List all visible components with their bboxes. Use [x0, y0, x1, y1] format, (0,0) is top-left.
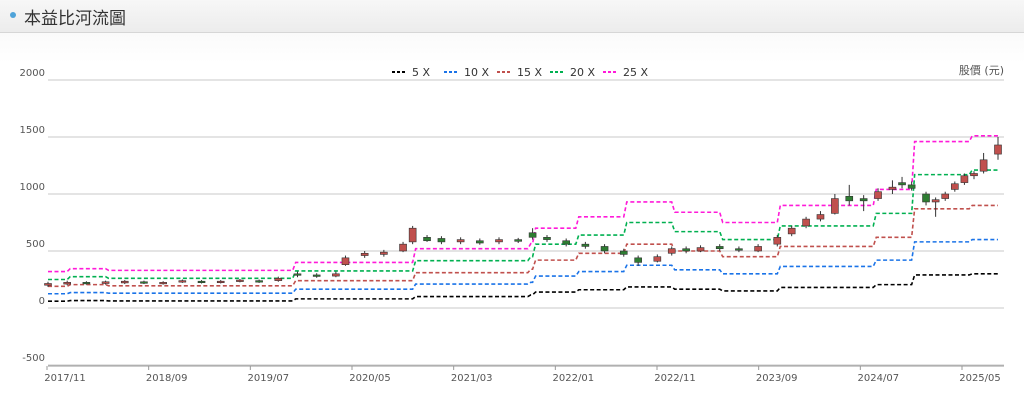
x-tick-label: 2019/07 — [248, 373, 290, 384]
candle-body — [159, 282, 167, 285]
candle-body — [216, 280, 225, 284]
candle-body — [476, 240, 484, 244]
candle-body — [787, 227, 796, 235]
candle-body — [274, 278, 283, 281]
candle-body — [495, 239, 503, 243]
x-tick-label: 2022/01 — [553, 373, 595, 384]
candle-body — [888, 186, 897, 190]
y-tick-label: 1000 — [20, 182, 45, 193]
candle-body — [859, 198, 868, 202]
y-axis-ticks: -500 0 500 1000 1500 2000 — [20, 68, 45, 364]
page-title: 本益比河流圖 — [24, 9, 126, 29]
x-tick-label: 2021/03 — [451, 373, 493, 384]
candle-body — [600, 246, 609, 252]
candle-body — [715, 246, 724, 250]
legend: 5 X 10 X 15 X 20 X 25 X — [392, 66, 648, 79]
bullet-icon — [10, 12, 16, 18]
candle-body — [735, 248, 743, 251]
candle-body — [898, 182, 906, 186]
candle-body — [634, 257, 642, 263]
candle-body — [197, 280, 206, 284]
band-line-25x — [48, 135, 998, 273]
candle-body — [831, 198, 839, 214]
legend-label: 20 X — [570, 66, 595, 79]
candle-body — [44, 283, 52, 286]
candle-body — [960, 175, 969, 183]
candle-body — [236, 279, 244, 282]
candle-body — [754, 246, 762, 252]
candle-body — [312, 274, 321, 277]
candle-body — [380, 251, 388, 255]
x-tick-label: 2022/11 — [654, 373, 696, 384]
candle-body — [696, 247, 705, 252]
candle-body — [653, 256, 662, 262]
candle-body — [845, 195, 854, 202]
candle-body — [816, 214, 825, 220]
candle-body — [874, 191, 882, 199]
candle-body — [120, 280, 129, 284]
candle-body — [140, 281, 148, 284]
pe-river-chart: -500 0 500 1000 1500 2000 2017/11 2018/09 2019/… — [20, 63, 1004, 384]
candle-body — [437, 238, 446, 243]
x-tick-label: 2025/05 — [959, 373, 1001, 384]
candle-body — [528, 232, 537, 238]
band-line-15x — [48, 204, 998, 288]
y-tick-label: 2000 — [20, 68, 45, 79]
grid-lines — [48, 79, 1004, 367]
candle-body — [941, 193, 950, 199]
candle-body — [178, 280, 187, 283]
candle-body — [682, 248, 690, 252]
candle-body — [332, 273, 340, 277]
candle-body — [514, 239, 523, 242]
candle-body — [931, 199, 940, 203]
chart-panel: -500 0 500 1000 1500 2000 2017/11 2018/09 2019/… — [0, 33, 1024, 409]
candle-body — [562, 240, 570, 245]
candle-body — [63, 282, 71, 285]
band-line-20x — [48, 169, 998, 281]
candle-body — [619, 250, 628, 255]
candle-body — [399, 243, 407, 252]
x-tick-label: 2024/07 — [858, 373, 900, 384]
candle-body — [293, 273, 302, 276]
candle-body — [922, 193, 930, 203]
y-tick-label: 1500 — [20, 125, 45, 136]
x-axis-ticks: 2017/11 2018/09 2019/07 2020/05 2021/03 2022/… — [44, 366, 1001, 384]
candle-body — [82, 282, 91, 285]
candle-body — [994, 144, 1002, 155]
legend-label: 25 X — [623, 66, 648, 79]
candle-body — [255, 280, 263, 283]
pe-bands — [48, 135, 998, 302]
legend-label: 15 X — [517, 66, 542, 79]
x-tick-label: 2017/11 — [44, 373, 86, 384]
legend-label: 10 X — [464, 66, 489, 79]
candle-body — [543, 237, 551, 240]
candle-body — [970, 173, 978, 177]
candle-body — [979, 159, 988, 172]
unit-label: 股價 (元) — [959, 63, 1004, 77]
candle-body — [341, 257, 350, 265]
candle-body — [101, 281, 110, 284]
candle-body — [907, 184, 916, 189]
candle-body — [951, 183, 959, 190]
y-tick-label: 0 — [39, 296, 45, 307]
candle-body — [408, 227, 417, 243]
candle-body — [802, 218, 810, 227]
x-tick-label: 2020/05 — [349, 373, 391, 384]
candle-body — [581, 243, 590, 247]
x-tick-label: 2018/09 — [146, 373, 188, 384]
candle-body — [423, 237, 431, 242]
y-tick-label: 500 — [26, 239, 45, 250]
candle-body — [360, 252, 369, 256]
y-tick-label: -500 — [22, 353, 45, 364]
x-tick-label: 2023/09 — [756, 373, 798, 384]
candle-body — [667, 248, 676, 254]
candle-body — [773, 237, 782, 245]
candle-body — [456, 239, 465, 243]
candlesticks — [44, 137, 1002, 287]
section-header: 本益比河流圖 — [0, 0, 1024, 33]
legend-label: 5 X — [412, 66, 430, 79]
